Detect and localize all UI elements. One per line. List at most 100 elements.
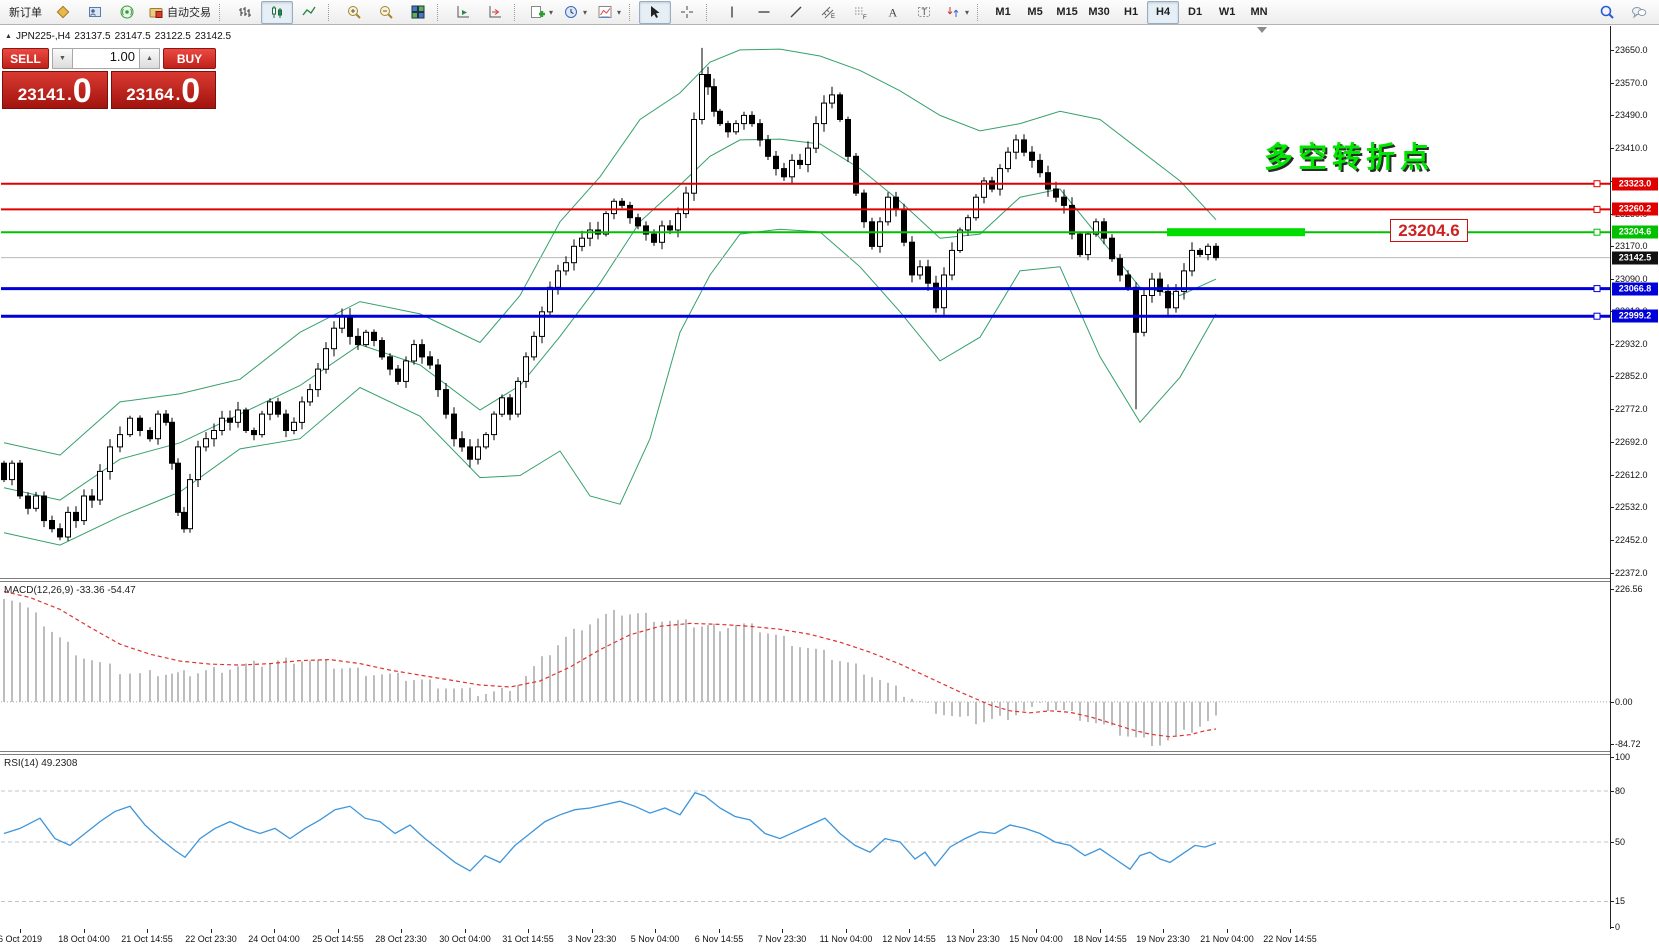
bar-chart-icon[interactable] xyxy=(229,1,261,24)
timeframe-h4-button[interactable]: H4 xyxy=(1147,0,1180,24)
buy-button[interactable]: BUY xyxy=(163,48,216,69)
timeframe-m5-button[interactable]: M5 xyxy=(1019,1,1051,24)
horizontal-line-icon xyxy=(756,4,772,20)
line-chart-icon[interactable] xyxy=(293,1,325,24)
time-axis[interactable]: 6 Oct 2019 18 Oct 04:00 21 Oct 14:55 22 Oct… xyxy=(0,929,1610,947)
tile-windows-icon[interactable] xyxy=(402,1,434,24)
zoom-in-icon[interactable] xyxy=(338,1,370,24)
zoom-out-icon[interactable] xyxy=(370,1,402,24)
market-watch-icon xyxy=(55,4,71,20)
new-order-button[interactable]: 新订单 xyxy=(4,1,47,24)
zoom-in-icon xyxy=(346,4,362,20)
ohlc-close: 23142.5 xyxy=(194,31,232,42)
timeframe-m1-button[interactable]: M1 xyxy=(987,1,1019,24)
timeframe-h1-button[interactable]: H1 xyxy=(1115,1,1147,24)
periods-icon xyxy=(563,4,579,20)
time-tick xyxy=(846,929,847,933)
indicators-icon[interactable] xyxy=(524,1,558,24)
chart-window-icon: ▲ xyxy=(5,33,12,40)
time-tick xyxy=(84,929,85,933)
text-icon[interactable]: A xyxy=(876,1,908,24)
pane-divider-macd[interactable] xyxy=(0,578,1610,582)
sell-price-big-digit: 0 xyxy=(72,72,92,111)
timeframe-mn-button-label: MN xyxy=(1250,6,1268,18)
svg-text:A: A xyxy=(889,6,898,20)
time-tick xyxy=(1036,929,1037,933)
timeframe-m15-button-label: M15 xyxy=(1056,6,1078,18)
price-label-box-23142.5: 23142.5 xyxy=(1612,251,1658,265)
main-chart-pane[interactable] xyxy=(0,26,1610,578)
fibonacci-icon[interactable]: F xyxy=(844,1,876,24)
crosshair-icon[interactable] xyxy=(671,1,703,24)
templates-icon[interactable] xyxy=(592,1,626,24)
volume-input[interactable]: 1.00 xyxy=(73,48,139,69)
sell-price-main: 23141 xyxy=(17,85,66,104)
turning-point-annotation[interactable]: 多空转折点 xyxy=(1264,142,1435,174)
timeframe-w1-button[interactable]: W1 xyxy=(1211,1,1243,24)
trendline-icon[interactable] xyxy=(780,1,812,24)
timeframe-mn-button[interactable]: MN xyxy=(1243,1,1275,24)
sell-button[interactable]: SELL xyxy=(2,48,49,69)
community-icon[interactable] xyxy=(1623,1,1655,24)
cursor-icon[interactable] xyxy=(639,0,672,24)
time-label: 6 Nov 14:55 xyxy=(694,934,744,944)
text-label-icon: T xyxy=(916,4,932,20)
text-icon: A xyxy=(884,4,900,20)
symbol-period: JPN225-,H4 xyxy=(15,31,71,42)
timeframe-m30-button[interactable]: M30 xyxy=(1083,1,1115,24)
price-axis[interactable]: 23650.023570.023490.023410.023330.023250… xyxy=(1610,26,1659,932)
price-tick: 50 xyxy=(1610,837,1626,847)
periods-icon[interactable] xyxy=(558,1,592,24)
arrows-icon[interactable] xyxy=(940,1,974,24)
time-label: 31 Oct 14:55 xyxy=(502,934,554,944)
time-label: 28 Oct 23:30 xyxy=(375,934,427,944)
chart-title: ▲ JPN225-,H4 23137.5 23147.5 23122.5 231… xyxy=(5,31,231,42)
vertical-line-icon[interactable] xyxy=(716,1,748,24)
volume-decrease-button[interactable]: ▼ xyxy=(52,48,73,69)
volume-increase-button[interactable]: ▲ xyxy=(139,48,160,69)
macd-pane[interactable] xyxy=(0,583,1610,751)
bar-chart-icon xyxy=(237,4,253,20)
data-window-icon[interactable] xyxy=(79,1,111,24)
timeframe-d1-button[interactable]: D1 xyxy=(1179,1,1211,24)
time-tick xyxy=(782,929,783,933)
time-tick xyxy=(465,929,466,933)
search-icon[interactable] xyxy=(1591,1,1623,24)
new-order-button-label: 新订单 xyxy=(9,7,42,19)
autotrading-button-label: 自动交易 xyxy=(167,7,211,19)
cursor-icon xyxy=(647,4,663,20)
rsi-indicator-label: RSI(14) 49.2308 xyxy=(4,758,78,769)
sell-price-display[interactable]: 23141. 0 xyxy=(2,71,108,109)
line-chart-icon xyxy=(301,4,317,20)
time-label: 22 Nov 14:55 xyxy=(1263,934,1317,944)
time-tick xyxy=(1290,929,1291,933)
price-label-box-23066.8: 23066.8 xyxy=(1612,282,1658,296)
timeframe-m15-button[interactable]: M15 xyxy=(1051,1,1083,24)
pane-divider-rsi[interactable] xyxy=(0,751,1610,755)
equidistant-channel-icon[interactable]: E xyxy=(812,1,844,24)
market-watch-icon[interactable] xyxy=(47,1,79,24)
buy-price-display[interactable]: 23164. 0 xyxy=(110,71,216,111)
time-tick xyxy=(211,929,212,933)
text-label-icon[interactable]: T xyxy=(908,1,940,24)
toolbar-separator xyxy=(977,3,984,21)
buy-price-big-digit: 0 xyxy=(181,72,201,111)
timeframe-h1-button-label: H1 xyxy=(1124,6,1139,18)
time-label: 19 Nov 23:30 xyxy=(1136,934,1190,944)
rsi-pane[interactable] xyxy=(0,755,1610,928)
chart-shift-icon[interactable] xyxy=(479,1,511,24)
price-tick: 23490.0 xyxy=(1611,110,1648,121)
autoscroll-icon[interactable] xyxy=(447,1,479,24)
horizontal-line-icon[interactable] xyxy=(748,1,780,24)
price-tick: 0 xyxy=(1610,921,1621,932)
time-label: 5 Nov 04:00 xyxy=(630,934,680,944)
signals-icon[interactable] xyxy=(111,1,143,24)
price-callout-label[interactable]: 23204.6 xyxy=(1390,219,1468,242)
timeframe-d1-button-label: D1 xyxy=(1188,6,1203,18)
chart-shift-marker[interactable] xyxy=(1257,27,1267,33)
time-label: 11 Nov 04:00 xyxy=(819,934,873,944)
autotrading-button[interactable]: 自动交易 xyxy=(143,1,216,24)
candlestick-chart-icon[interactable] xyxy=(261,0,293,24)
time-tick xyxy=(592,929,593,933)
time-label: 13 Nov 23:30 xyxy=(946,934,1000,944)
